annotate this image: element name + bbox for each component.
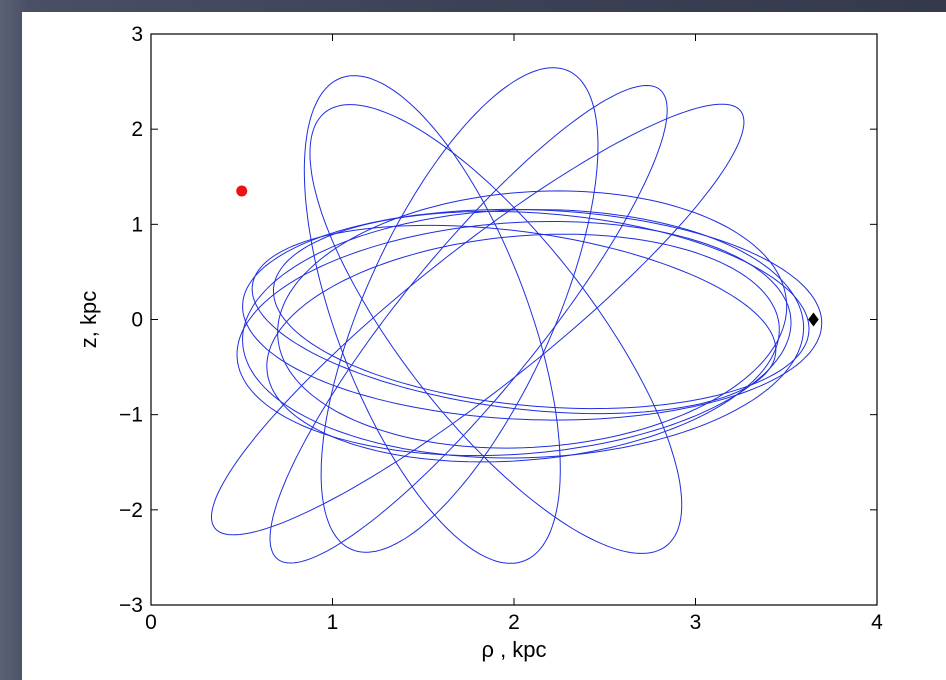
y-tick-label: 1 — [131, 213, 143, 236]
y-tick-label: 2 — [131, 118, 143, 141]
orbit-loop — [309, 104, 683, 554]
orbit-loop — [251, 224, 777, 415]
x-tick-label: 3 — [690, 611, 702, 634]
orbit-loop — [303, 75, 561, 564]
x-axis-title: ρ , kpc — [481, 637, 546, 662]
y-tick-label: 3 — [131, 23, 143, 46]
x-tick-label: 4 — [871, 611, 883, 634]
y-axis: −3 −2 −1 0 1 2 3 — [119, 23, 877, 617]
orbit-loop — [236, 221, 792, 457]
chart-figure: 0 1 2 3 4 −3 −2 −1 0 1 2 3 ρ , kpc z, kpc — [22, 12, 946, 680]
orbit-loop — [266, 233, 780, 463]
orbit-loop — [277, 190, 788, 449]
orbit-chart: 0 1 2 3 4 −3 −2 −1 0 1 2 3 ρ , kpc z, kpc — [76, 23, 883, 662]
y-tick-label: −3 — [119, 594, 143, 617]
orbit-markers — [236, 185, 819, 327]
y-axis-title: z, kpc — [76, 291, 101, 348]
orbit-loop — [211, 103, 745, 536]
orbit-end-marker — [808, 312, 819, 327]
y-tick-label: −2 — [119, 499, 143, 522]
x-tick-label: 1 — [327, 611, 339, 634]
axes-box — [150, 33, 878, 606]
orbit-series — [211, 67, 823, 564]
y-tick-label: −1 — [119, 404, 143, 427]
x-tick-label: 0 — [145, 611, 157, 634]
orbit-loop — [242, 209, 805, 459]
x-axis: 0 1 2 3 4 — [145, 34, 883, 634]
orbit-start-marker — [236, 185, 248, 197]
orbit-loop — [242, 208, 823, 421]
orbit-loop — [269, 84, 668, 564]
x-tick-label: 2 — [508, 611, 520, 634]
y-tick-label: 0 — [131, 309, 143, 332]
orbit-loop — [273, 210, 810, 410]
orbit-loop — [320, 67, 599, 553]
